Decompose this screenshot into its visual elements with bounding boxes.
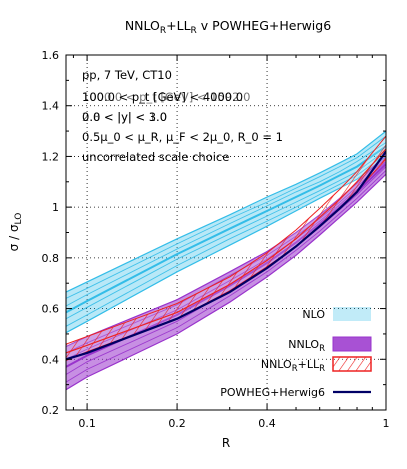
legend-label-3: POWHEG+Herwig6: [220, 386, 325, 399]
series-layer: [66, 130, 386, 391]
legend-label-tail: +LL: [298, 358, 320, 371]
series-nnlo-r-ll-r-upper-edge: [66, 135, 386, 345]
annotation-overlay-1: 2.8 < |y| < 1.0: [82, 110, 167, 124]
legend-label-1: NNLOR: [288, 338, 325, 354]
axis-ticks: 0.1 0.2 0.4 1 0.2 0.4 0.6 0.8 1 1.2 1.4 1.6: [42, 49, 390, 430]
annotations: pp, 7 TeV, CT10 100.0 < p_t [GeV] < 4000.…: [82, 68, 283, 164]
legend-label-sub: R: [319, 364, 325, 374]
y-tick-label-0: 0.2: [42, 404, 60, 417]
series-powheg-herwig6-line: [66, 150, 386, 361]
grid: [66, 55, 386, 410]
y-tick-label-1: 0.4: [42, 353, 60, 366]
series-nlo-scale-line-1: [66, 149, 386, 320]
y-tick-label-2: 0.6: [42, 303, 60, 316]
legend-label-text: NNLO: [261, 358, 292, 371]
chart-title: NNLOR+LLR v POWHEG+Herwig6: [125, 18, 331, 36]
series-nnlo-r-ll-r-band: [66, 136, 386, 361]
annotation-line-1: 100.0 < p_t [GeV] < 4000.0: [82, 90, 243, 104]
x-tick-label-3: 1: [383, 417, 390, 430]
legend-label-text: NLO: [302, 308, 325, 321]
y-axis-label: σ / σLO: [7, 213, 24, 252]
y-tick-label-5: 1.2: [42, 150, 60, 163]
legend-swatch-0: [333, 307, 371, 321]
series-nnlo-r-ll-r-central-line: [66, 148, 386, 354]
annotation-line-4: uncorrelated scale choice: [82, 150, 229, 164]
y-tick-label-7: 1.6: [42, 49, 60, 62]
annotation-overlay-0: 1000.0 < p_t [GeV] < 1592.0: [82, 90, 250, 104]
legend-label-2: NNLOR+LLR: [261, 358, 325, 374]
legend-swatch-1: [332, 336, 372, 352]
annotation-line-0: pp, 7 TeV, CT10: [82, 68, 172, 82]
legend-label-text: POWHEG+Herwig6: [220, 386, 325, 399]
annotation-line-2: 0.0 < |y| < 3.0: [82, 110, 167, 124]
annotation-line-3: 0.5μ_0 < μ_R, μ_F < 2μ_0, R_0 = 1: [82, 130, 283, 144]
series-nnlo-r-lower-edge: [66, 173, 386, 391]
series-nlo-scale-line-2: [66, 142, 386, 307]
y-tick-label-4: 1: [52, 201, 59, 214]
y-tick-label-6: 1.4: [42, 100, 60, 113]
legend-label-sub: R: [319, 344, 325, 354]
series-nlo-central-line: [66, 145, 386, 314]
legend-label-text: NNLO: [288, 338, 319, 351]
legend-swatch-2: [332, 356, 372, 372]
y-tick-label-3: 0.8: [42, 252, 60, 265]
series-nnlo-r-scale-line-0: [66, 170, 386, 383]
x-tick-label-0: 0.1: [78, 417, 96, 430]
legend-label-0: NLO: [302, 308, 325, 321]
series-nlo-scale-line-3: [66, 135, 386, 299]
legend-label-sub: R: [292, 364, 298, 374]
x-tick-label-2: 0.4: [258, 417, 276, 430]
x-axis-label: R: [222, 436, 230, 450]
series-nlo-upper-edge: [66, 130, 386, 293]
x-tick-label-1: 0.2: [168, 417, 186, 430]
